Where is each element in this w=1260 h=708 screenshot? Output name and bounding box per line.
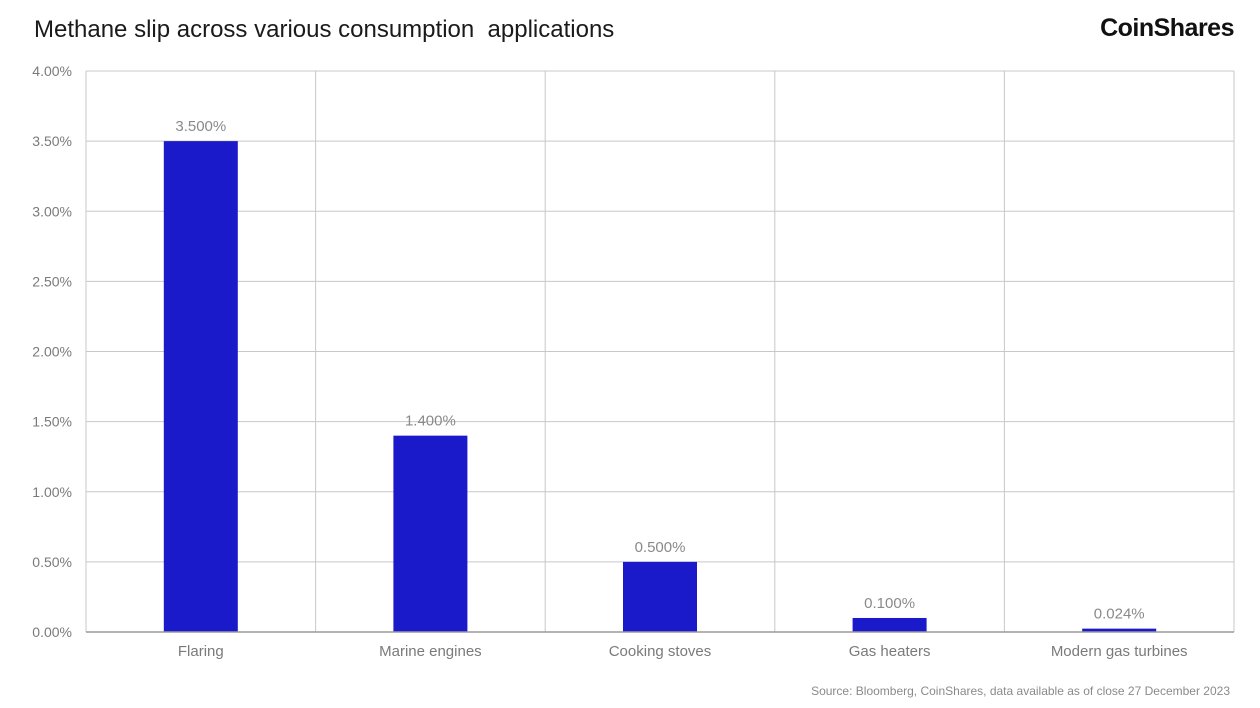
y-tick-label: 0.50% [32, 554, 72, 570]
x-category-label: Flaring [178, 643, 224, 660]
chart-title: Methane slip across various consumption … [34, 16, 615, 43]
x-category-label: Modern gas turbines [1051, 643, 1188, 660]
bar [393, 435, 468, 632]
coinshares-logo: CoinShares [1100, 14, 1234, 42]
x-category-label: Marine engines [379, 643, 482, 660]
y-tick-label: 2.50% [32, 273, 72, 289]
x-category-label: Gas heaters [849, 643, 931, 660]
source-note: Source: Bloomberg, CoinShares, data avai… [811, 684, 1230, 698]
bar [623, 561, 697, 632]
data-labels: 3.500% 1.400% 0.500% 0.100% 0.024% [175, 118, 1144, 623]
data-label: 0.500% [635, 539, 686, 556]
y-tick-label: 2.00% [32, 344, 72, 360]
x-axis-categories: Flaring Marine engines Cooking stoves Gas h… [178, 643, 1188, 660]
bar [852, 617, 927, 632]
bar [163, 141, 238, 632]
data-label: 3.500% [175, 118, 226, 135]
y-tick-label: 0.00% [32, 624, 72, 640]
y-tick-label: 1.00% [32, 484, 72, 500]
bars [163, 141, 1157, 632]
data-label: 1.400% [405, 413, 456, 430]
data-label: 0.024% [1094, 606, 1145, 623]
y-tick-label: 3.00% [32, 203, 72, 219]
y-tick-label: 4.00% [32, 63, 72, 79]
y-axis-ticks: 0.00% 0.50% 1.00% 1.50% 2.00% 2.50% 3.00% 3.50%… [32, 63, 72, 640]
data-label: 0.100% [864, 595, 915, 612]
bar [1082, 628, 1157, 632]
y-tick-label: 3.50% [32, 133, 72, 149]
y-tick-label: 1.50% [32, 414, 72, 430]
x-category-label: Cooking stoves [609, 643, 712, 660]
